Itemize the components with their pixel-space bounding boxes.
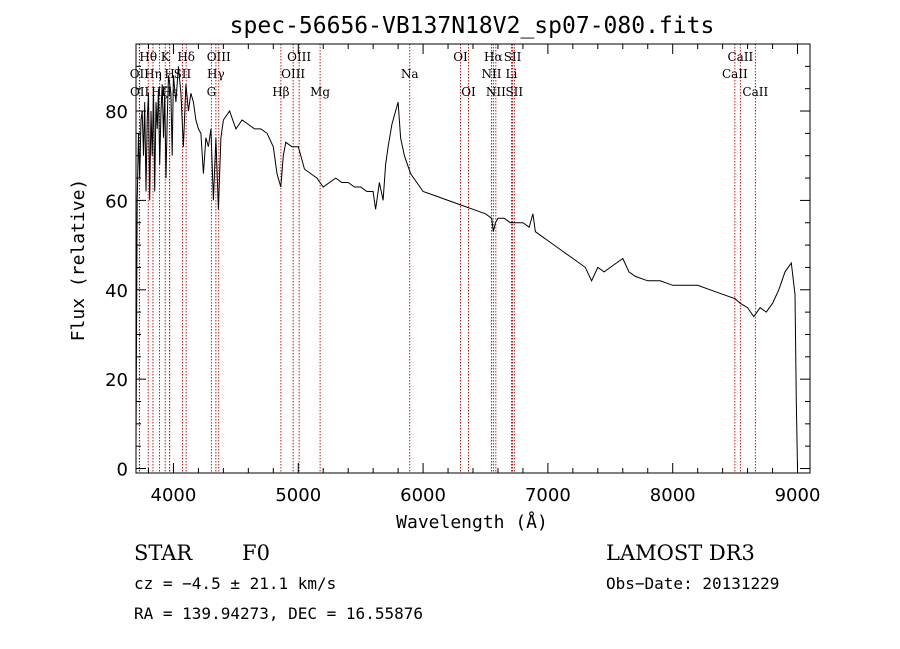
line-marker-label: Hε (161, 85, 178, 99)
line-marker-label: Hδ (177, 50, 195, 64)
line-marker-group (138, 44, 756, 473)
line-marker-label: NII (486, 85, 506, 99)
x-tick-label: 7000 (525, 485, 571, 506)
y-tick-label: 0 (117, 460, 128, 481)
line-marker-label: OI (453, 50, 468, 64)
plot-frame (135, 43, 811, 474)
line-marker-label: OIII (281, 67, 305, 81)
line-marker-label: CaII (727, 50, 753, 64)
line-marker-label: Hγ (207, 67, 225, 81)
line-marker-label: SII (505, 85, 523, 99)
line-marker-label: OIII (287, 50, 311, 64)
subclass: F0 (242, 541, 270, 565)
line-marker-label: Hα (484, 50, 503, 64)
y-tick-label: 20 (105, 370, 128, 391)
line-marker-label: SII (174, 67, 192, 81)
line-marker-label: Hθ (139, 50, 157, 64)
line-marker-label: Na (401, 67, 419, 81)
x-tick-label: 6000 (400, 485, 446, 506)
line-marker-label: Hβ (272, 85, 289, 99)
y-tick-label: 60 (105, 191, 128, 212)
line-marker-label: OII (130, 85, 150, 99)
coordinates: RA = 139.94273, DEC = 16.55876 (134, 604, 423, 623)
line-marker-label: H (164, 67, 174, 81)
line-marker-label: Hη (144, 67, 162, 81)
line-marker-label: K (161, 50, 171, 64)
y-tick-label: 40 (105, 281, 128, 302)
x-axis-label: Wavelength (Å) (396, 511, 548, 533)
x-tick-label: 5000 (275, 485, 321, 506)
redshift-cz: cz = −4.5 ± 21.1 km/s (134, 574, 336, 593)
x-tick-label: 9000 (775, 485, 821, 506)
y-tick-label: 80 (105, 102, 128, 123)
y-axis: 0 20 40 60 80 (105, 65, 810, 481)
line-marker-label: SII (504, 50, 522, 64)
x-tick-label: 4000 (151, 485, 197, 506)
survey-label: LAMOST DR3 (606, 541, 755, 565)
chart-title: spec-56656-VB137N18V2_sp07-080.fits (230, 13, 715, 39)
line-marker-label: G (207, 85, 217, 99)
spectrum-series-line (135, 66, 798, 469)
x-axis: 4000 5000 6000 7000 8000 9000 (147, 44, 821, 506)
line-marker-label: Mg (310, 85, 330, 99)
line-marker-label: OII (130, 67, 150, 81)
line-marker-label: OI (461, 85, 476, 99)
x-tick-label: 8000 (650, 485, 696, 506)
line-marker-label: CaII (722, 67, 748, 81)
object-class: STAR (134, 541, 193, 565)
line-marker-label: CaII (742, 85, 768, 99)
line-marker-label: OIII (207, 50, 231, 64)
y-axis-label: Flux (relative) (68, 179, 89, 342)
line-marker-label: NII (481, 67, 501, 81)
obs-date: Obs−Date: 20131229 (606, 574, 779, 593)
line-marker-label: Li (506, 67, 518, 81)
